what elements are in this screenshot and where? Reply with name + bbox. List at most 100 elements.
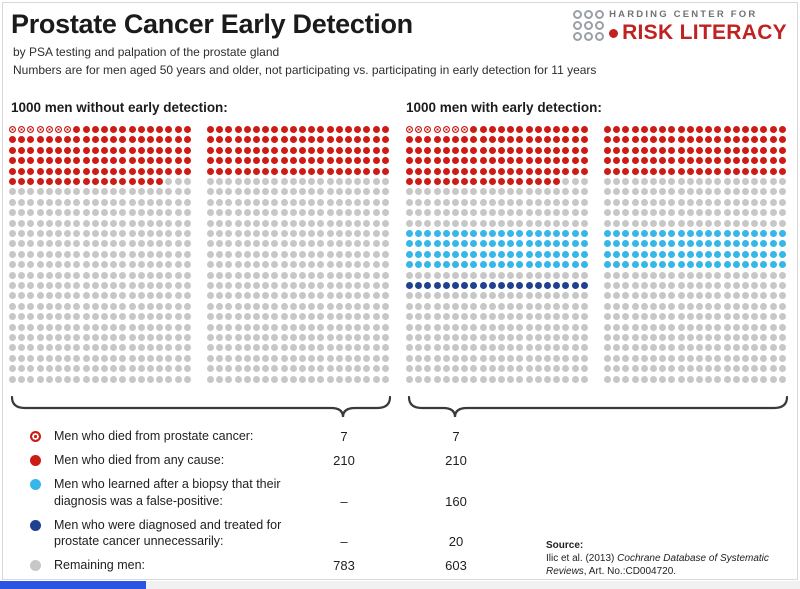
person-dot-any-death: [406, 136, 413, 144]
person-dot-remaining: [544, 209, 551, 217]
person-dot-remaining: [488, 271, 496, 279]
person-dot-remaining: [299, 198, 306, 206]
person-dot-remaining: [110, 375, 118, 383]
person-dot-remaining: [686, 375, 694, 383]
person-dot-any-death: [253, 136, 260, 144]
person-dot-any-death: [243, 146, 251, 154]
person-dot-remaining: [137, 188, 145, 196]
video-progress-bar[interactable]: [0, 581, 800, 589]
person-dot-remaining: [55, 292, 62, 300]
person-dot-any-death: [751, 126, 759, 133]
person-dot-any-death: [271, 126, 279, 133]
person-dot-remaining: [668, 354, 676, 362]
person-dot-any-death: [622, 157, 630, 165]
person-dot-remaining: [659, 365, 667, 373]
person-dot-remaining: [110, 302, 118, 310]
person-dot-remaining: [119, 334, 127, 341]
person-dot-remaining: [381, 334, 389, 341]
person-dot-remaining: [640, 365, 648, 373]
person-dot-remaining: [354, 250, 362, 258]
person-dot-remaining: [415, 334, 423, 341]
person-dot-any-death: [778, 126, 786, 133]
person-dot-remaining: [183, 302, 191, 310]
person-dot-remaining: [714, 188, 722, 196]
person-dot-remaining: [317, 198, 325, 206]
person-dot-remaining: [243, 365, 251, 373]
person-dot-remaining: [742, 344, 749, 352]
person-dot-remaining: [415, 198, 423, 206]
person-dot-remaining: [289, 354, 297, 362]
person-dot-remaining: [253, 292, 260, 300]
person-dot-remaining: [613, 219, 621, 227]
person-dot-remaining: [686, 178, 694, 185]
person-dot-false-positive: [470, 261, 478, 269]
person-dot-any-death: [461, 146, 469, 154]
person-dot-remaining: [372, 188, 380, 196]
person-dot-false-positive: [742, 230, 749, 237]
person-dot-remaining: [640, 313, 648, 321]
person-dot-remaining: [571, 323, 579, 331]
person-dot-remaining: [207, 323, 214, 331]
person-dot-remaining: [262, 365, 270, 373]
person-dot-remaining: [650, 198, 657, 206]
person-dot-false-positive: [723, 261, 731, 269]
person-dot-remaining: [525, 323, 533, 331]
person-dot-any-death: [659, 136, 667, 144]
person-dot-remaining: [335, 344, 343, 352]
person-dot-remaining: [147, 240, 154, 248]
person-dot-remaining: [243, 271, 251, 279]
person-dot-remaining: [326, 178, 334, 185]
person-dot-remaining: [760, 198, 768, 206]
person-dot-remaining: [433, 313, 441, 321]
person-dot-remaining: [631, 219, 639, 227]
person-dot-remaining: [91, 250, 99, 258]
legend-value-with: 210: [445, 452, 467, 468]
person-dot-remaining: [335, 230, 343, 237]
person-dot-remaining: [216, 198, 224, 206]
person-dot-remaining: [723, 365, 731, 373]
person-dot-remaining: [299, 261, 306, 269]
person-dot-any-death: [372, 126, 380, 133]
person-dot-remaining: [604, 271, 611, 279]
person-dot-remaining: [335, 198, 343, 206]
person-dot-remaining: [696, 178, 703, 185]
person-dot-any-death: [488, 136, 496, 144]
person-dot-any-death: [82, 167, 90, 175]
person-dot-remaining: [696, 344, 703, 352]
person-dot-remaining: [562, 178, 570, 185]
person-dot-remaining: [317, 230, 325, 237]
person-dot-remaining: [677, 344, 685, 352]
legend-icon-overtreated: [30, 519, 41, 531]
person-dot-remaining: [308, 334, 316, 341]
person-dot-remaining: [381, 313, 389, 321]
person-dot-remaining: [580, 219, 588, 227]
person-dot-any-death: [677, 146, 685, 154]
person-dot-any-death: [354, 157, 362, 165]
person-dot-remaining: [354, 282, 362, 289]
person-dot-remaining: [165, 323, 173, 331]
person-dot-remaining: [45, 323, 53, 331]
person-dot-remaining: [769, 344, 777, 352]
person-dot-remaining: [742, 219, 749, 227]
person-dot-remaining: [760, 344, 768, 352]
person-dot-any-death: [604, 157, 611, 165]
person-dot-remaining: [174, 354, 182, 362]
person-dot-any-death: [271, 167, 279, 175]
person-dot-remaining: [677, 313, 685, 321]
person-dot-remaining: [553, 375, 561, 383]
person-dot-remaining: [335, 178, 343, 185]
person-dot-remaining: [433, 219, 441, 227]
person-dot-remaining: [705, 198, 713, 206]
person-dot-remaining: [613, 334, 621, 341]
person-dot-remaining: [631, 334, 639, 341]
person-dot-remaining: [280, 323, 288, 331]
person-dot-remaining: [677, 323, 685, 331]
person-dot-remaining: [183, 261, 191, 269]
person-dot-remaining: [45, 365, 53, 373]
person-dot-any-death: [73, 157, 81, 165]
person-dot-remaining: [659, 198, 667, 206]
person-dot-remaining: [714, 219, 722, 227]
person-dot-any-death: [317, 146, 325, 154]
person-dot-remaining: [253, 313, 260, 321]
